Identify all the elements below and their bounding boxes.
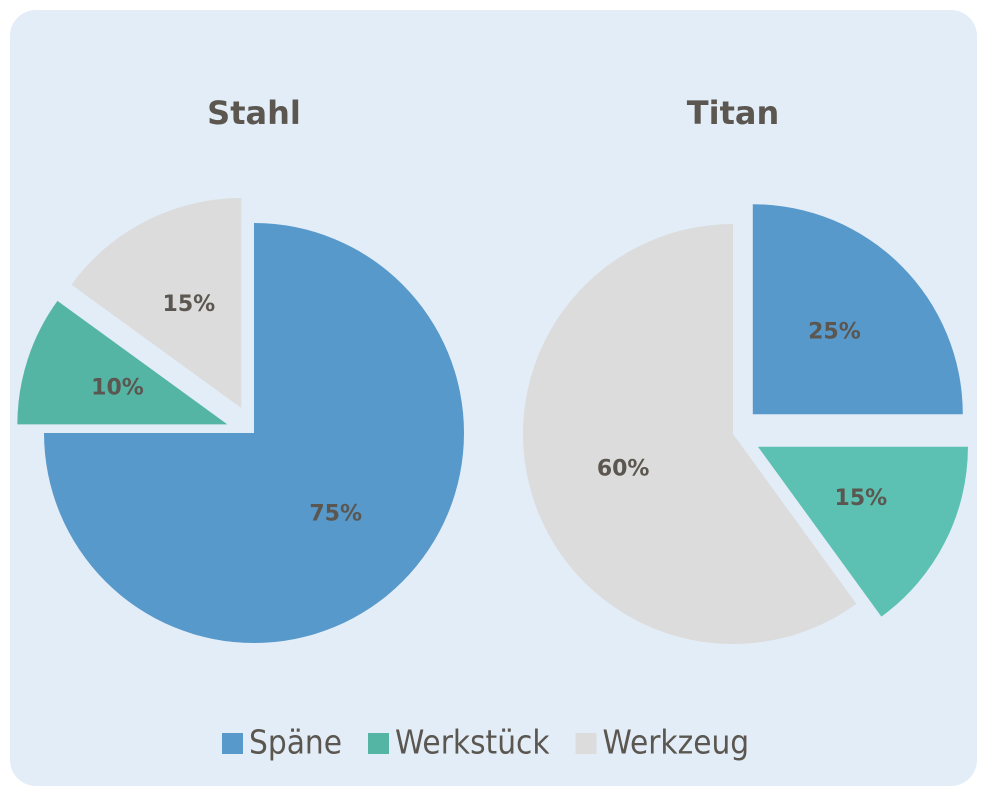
pie-slice	[17, 300, 228, 425]
slice-label: 25%	[808, 320, 861, 345]
slice-label: 10%	[91, 376, 144, 401]
pie-slice	[523, 224, 857, 644]
pie-slice	[71, 198, 242, 409]
legend-label: Späne	[249, 723, 342, 762]
slice-label: 15%	[835, 486, 888, 511]
pie-slice	[757, 446, 968, 617]
legend-label: Werkstück	[395, 723, 550, 762]
slice-label: 15%	[163, 292, 216, 317]
legend-swatch	[368, 733, 389, 754]
pie-slice	[44, 223, 464, 643]
pie-slice	[752, 204, 963, 415]
legend-swatch	[222, 733, 243, 754]
chart-title: Titan	[687, 94, 779, 132]
slice-label: 75%	[309, 502, 362, 527]
chart-title: Stahl	[207, 94, 301, 132]
legend-swatch	[575, 733, 597, 754]
slice-label: 60%	[597, 457, 650, 482]
legend-label: Werkzeug	[603, 723, 750, 762]
